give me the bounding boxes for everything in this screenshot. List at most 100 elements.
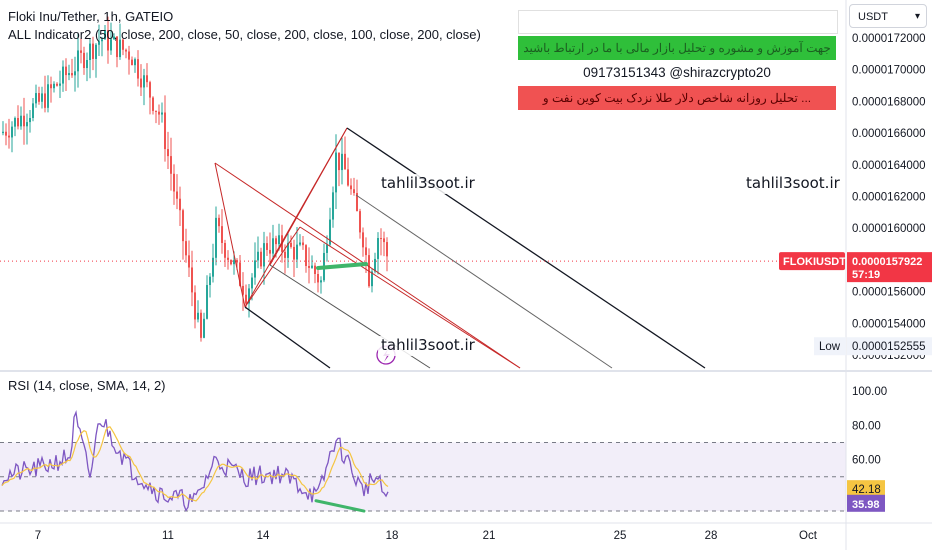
candle-body xyxy=(8,135,10,138)
pitchfork-red-line xyxy=(299,226,521,369)
candle-body xyxy=(11,126,13,138)
candle-body xyxy=(320,280,322,283)
candle-body xyxy=(362,232,364,248)
candle-body xyxy=(191,267,193,293)
candle-body xyxy=(254,260,256,278)
rsi-legend[interactable]: RSI (14, close, SMA, 14, 2) xyxy=(8,378,166,393)
candle-body xyxy=(104,30,106,40)
candle-body xyxy=(305,245,307,267)
pitchfork-red-line xyxy=(214,162,521,369)
candle-body xyxy=(56,83,58,86)
candle-body xyxy=(38,93,40,102)
candle-body xyxy=(332,192,334,220)
candle-body xyxy=(329,219,331,245)
candle-body xyxy=(71,73,73,76)
candle-body xyxy=(359,211,361,233)
candle-body xyxy=(272,238,274,254)
candle-body xyxy=(32,103,34,119)
candle-body xyxy=(23,115,25,127)
candle-body xyxy=(146,75,148,83)
sma-value-text: 42.18 xyxy=(852,484,881,496)
candle-body xyxy=(155,110,157,112)
candle-body xyxy=(83,52,85,69)
symbol-tag-text: FLOKIUSDT xyxy=(783,256,846,268)
candle-body xyxy=(206,285,208,319)
time-tick-label: 11 xyxy=(162,530,174,542)
candle-body xyxy=(233,260,235,265)
price-tick-label: 0.0000168000 xyxy=(852,96,926,108)
candle-body xyxy=(44,93,46,108)
price-tick-label: 0.0000160000 xyxy=(852,223,926,235)
price-tick-label: 0.0000172000 xyxy=(852,33,926,45)
low-label: Low xyxy=(819,341,841,353)
candle-body xyxy=(350,185,352,190)
candle-body xyxy=(203,318,205,338)
candle-body xyxy=(386,242,388,257)
promo-daily-analysis-banner: تحلیل روزانه شاخص دلار طلا نزدک بیت کوین… xyxy=(518,86,836,110)
candle-body xyxy=(2,131,4,134)
candle-body xyxy=(245,294,247,304)
low-value: 0.0000152555 xyxy=(852,341,926,353)
candle-body xyxy=(77,50,79,72)
rsi-band xyxy=(0,442,846,512)
candle-body xyxy=(242,285,244,295)
candle-body xyxy=(179,198,181,211)
candle-body xyxy=(194,292,196,320)
candle-body xyxy=(248,288,250,304)
candle-body xyxy=(116,36,118,58)
candle-body xyxy=(383,238,385,243)
indicator-legend[interactable]: ALL Indicator2 (50, close, 200, close, 5… xyxy=(8,27,481,42)
candle-body xyxy=(170,156,172,174)
candle-body xyxy=(290,242,292,247)
candle-body xyxy=(365,247,367,256)
rsi-tick-label: 80.00 xyxy=(852,420,881,432)
divergence-line-rsi xyxy=(314,499,366,513)
time-tick-label: 14 xyxy=(257,530,270,542)
rsi-tick-label: 100.00 xyxy=(852,386,887,398)
rsi-value-text: 35.98 xyxy=(852,499,880,511)
candle-body xyxy=(353,189,355,194)
candle-body xyxy=(14,118,16,127)
currency-select-button[interactable]: USDT ▾ xyxy=(849,4,927,28)
time-tick-label: 7 xyxy=(35,530,41,542)
candle-body xyxy=(197,312,199,320)
price-tick-label: 0.0000164000 xyxy=(852,160,926,172)
candle-body xyxy=(59,83,61,86)
candle-body xyxy=(74,71,76,76)
candle-body xyxy=(341,153,343,171)
price-tick-label: 0.0000156000 xyxy=(852,287,926,299)
candle-body xyxy=(377,238,379,259)
time-axis[interactable]: 7 11 14 18 21 25 28 Oct xyxy=(0,522,932,542)
candle-body xyxy=(200,312,202,338)
candle-body xyxy=(68,73,70,76)
candle-body xyxy=(152,97,154,111)
candle-body xyxy=(113,36,115,40)
candle-body xyxy=(284,251,286,258)
candle-body xyxy=(356,193,358,212)
watermark-text: tahlil3soot.ir xyxy=(381,174,476,192)
last-price-tag xyxy=(847,252,932,283)
candle-body xyxy=(347,169,349,186)
rsi-pane[interactable] xyxy=(0,410,846,513)
price-axis[interactable]: 0.0000172000 0.0000170000 0.0000168000 0.00… xyxy=(779,0,932,550)
candle-body xyxy=(317,274,319,283)
watermark-layer: tahlil3soot.ir tahlil3soot.ir tahlil3soot.… xyxy=(378,174,841,356)
candle-body xyxy=(302,242,304,246)
price-pane[interactable] xyxy=(0,16,932,372)
chevron-down-icon: ▾ xyxy=(914,11,920,22)
candle-body xyxy=(128,51,130,60)
symbol-title: Floki Inu/Tether, 1h, GATEIO xyxy=(8,9,174,24)
price-tick-label: 0.0000170000 xyxy=(852,65,926,77)
last-price-text: 0.0000157922 xyxy=(852,256,922,268)
candle-body xyxy=(260,251,262,267)
candle-body xyxy=(218,217,220,227)
currency-label: USDT xyxy=(858,11,888,23)
candle-body xyxy=(263,243,265,267)
candle-body xyxy=(26,122,28,127)
time-tick-label: Oct xyxy=(799,530,818,542)
candle-body xyxy=(257,251,259,261)
candle-body xyxy=(287,242,289,258)
candle-body xyxy=(80,50,82,53)
